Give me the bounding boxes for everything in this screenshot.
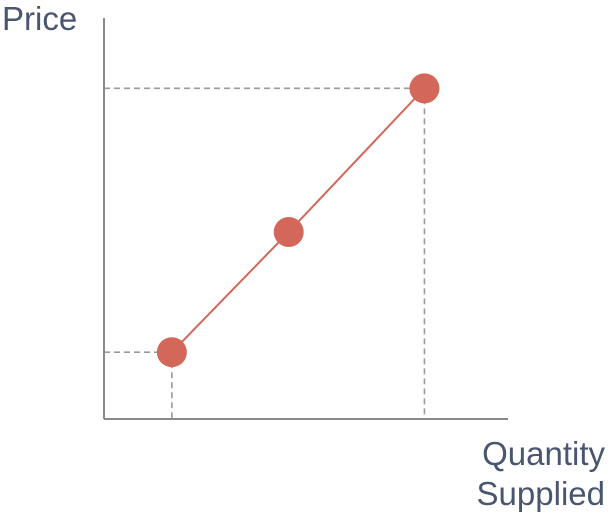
supply-line [171,87,426,353]
series [156,73,440,368]
data-point-2 [409,73,440,104]
axes [103,18,508,420]
data-point-0 [156,337,187,368]
data-point-1 [273,216,304,247]
y-axis-label: Price [2,0,77,37]
x-axis-label-line-2: Supplied [477,475,605,512]
x-axis-label-line-1: Quantity [482,435,605,472]
